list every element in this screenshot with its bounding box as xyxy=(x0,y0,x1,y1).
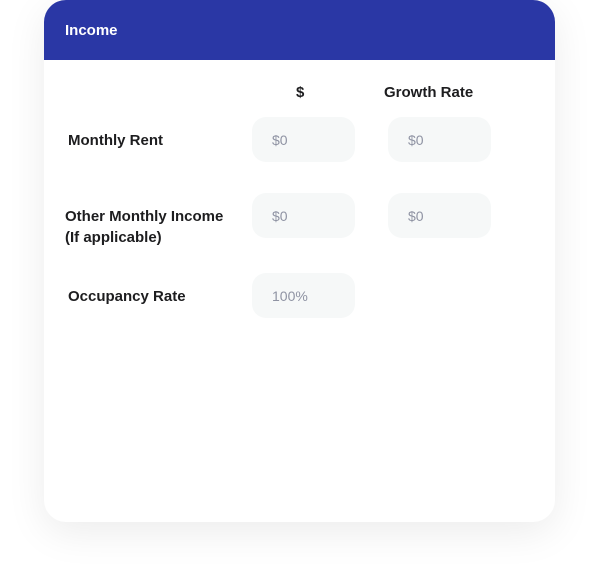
card-title: Income xyxy=(65,21,118,39)
column-header-amount: $ xyxy=(296,84,305,101)
monthly-rent-amount-input[interactable] xyxy=(252,117,355,162)
occupancy-rate-input[interactable] xyxy=(252,273,355,318)
occupancy-rate-label: Occupancy Rate xyxy=(68,288,186,305)
monthly-rent-label: Monthly Rent xyxy=(68,132,163,149)
other-income-label-line1: Other Monthly Income xyxy=(65,208,224,225)
other-income-label-line2: (If applicable) xyxy=(65,229,162,246)
other-income-growth-input[interactable] xyxy=(388,193,491,238)
other-income-amount-input[interactable] xyxy=(252,193,355,238)
other-income-label: Other Monthly Income (If applicable) xyxy=(65,206,223,248)
income-card: Income $ Growth Rate Monthly Rent Other … xyxy=(44,0,555,522)
monthly-rent-growth-input[interactable] xyxy=(388,117,491,162)
card-header: Income xyxy=(44,0,555,60)
column-header-growth-rate: Growth Rate xyxy=(384,84,474,101)
